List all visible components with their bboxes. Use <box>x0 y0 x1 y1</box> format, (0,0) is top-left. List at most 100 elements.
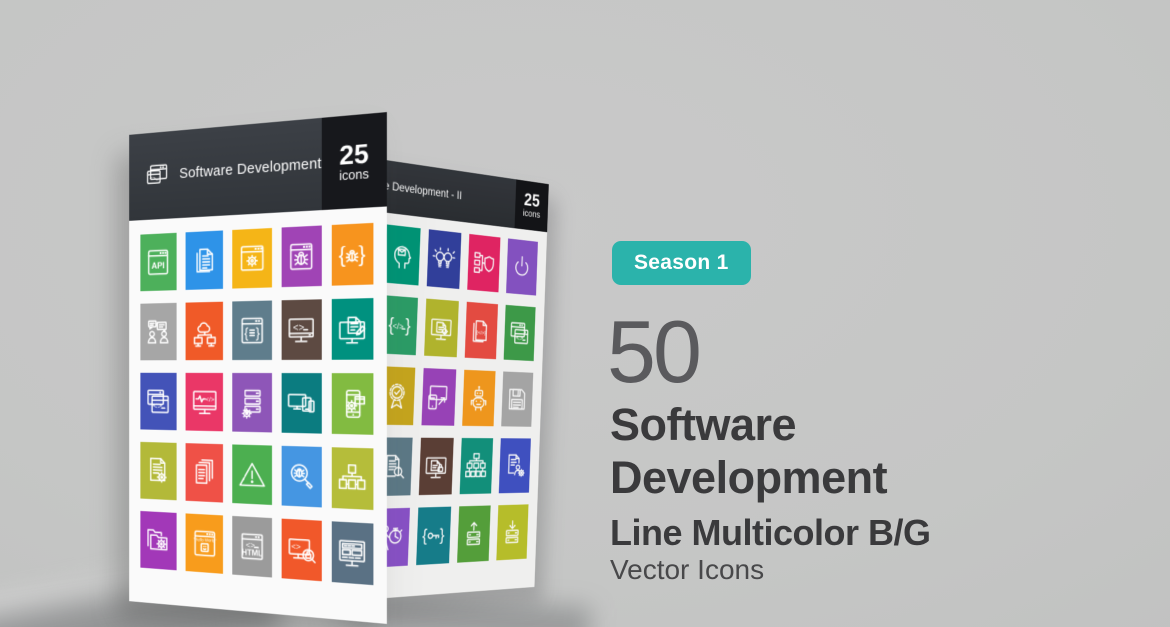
phone-gear-icon <box>334 376 371 431</box>
svg-text:{: { <box>244 325 249 341</box>
server-download-icon <box>498 507 526 557</box>
network-shield-icon <box>469 237 498 290</box>
box1-header: <> Software Development - I 25 icons <box>129 112 387 221</box>
tile-braces-bug: {} <box>331 222 374 286</box>
tile-network-shield <box>467 233 501 293</box>
documents-icon <box>188 233 221 286</box>
svg-text:{: { <box>339 243 346 267</box>
flowchart-icon <box>334 450 371 506</box>
server-upload-icon <box>459 508 489 560</box>
svg-text:}: } <box>440 526 446 545</box>
cloud-network-icon <box>188 305 221 358</box>
svg-text:{: { <box>422 526 428 545</box>
headline-tagline: Vector Icons <box>610 554 765 585</box>
svg-text:<>: <> <box>153 400 162 410</box>
box2-icon-count: 25 <box>523 190 541 212</box>
tile-server-gear <box>232 372 272 433</box>
headline-title-line1: Software <box>610 399 797 450</box>
doc-gear-icon <box>143 445 175 498</box>
tile-docs-code: {</>} <box>464 301 499 360</box>
svg-text:</>: </> <box>205 396 214 403</box>
product-box-1: <> Software Development - I 25 icons API… <box>129 112 387 624</box>
product-box-2: Software Development - II 25 icons {} </>… <box>320 152 549 603</box>
window-code-icon: <> <box>143 376 175 428</box>
html-code-icon: <>HTML <box>242 532 263 561</box>
tile-braces-code: {} </> <box>381 295 418 356</box>
tile-documents <box>185 230 224 290</box>
monitor-secure-code-icon: <> <box>284 522 320 578</box>
tile-monitor-doc-edit <box>331 298 374 360</box>
box2-icon-count-badge: 25 icons <box>514 179 549 233</box>
windows-code-icon: <> <box>506 308 534 359</box>
code-window-icon: <> <box>143 159 171 192</box>
svg-text:{: { <box>388 314 394 336</box>
tile-robot <box>462 369 496 427</box>
tile-power-button <box>506 238 538 296</box>
tile-monitor-code: <> <box>281 299 322 360</box>
svg-text:API: API <box>152 260 165 271</box>
svg-text:HTML: HTML <box>242 548 263 559</box>
tile-monitor-pulse: </> <box>185 372 224 432</box>
monitor-doc-gear-icon <box>426 302 457 355</box>
tile-monitor-layout <box>331 521 374 586</box>
tile-monitor-doc-lock <box>418 437 454 496</box>
tile-phone-gear <box>331 373 374 435</box>
tile-windows-code: <> <box>503 304 536 362</box>
bug-search-icon <box>284 449 320 504</box>
box2-icon-count-label: icons <box>522 208 541 221</box>
tile-cloud-network <box>185 301 224 361</box>
svg-text:}: } <box>359 242 367 266</box>
power-button-icon <box>508 241 536 292</box>
tile-braces-key: {} <box>416 506 452 566</box>
tile-window-code: <> <box>140 372 177 431</box>
tile-docs-stack <box>185 443 224 503</box>
devices-icon <box>284 376 320 430</box>
svg-text:<>: <> <box>291 542 301 552</box>
server-gear-icon <box>235 388 260 430</box>
box1-face: API{}{} <> <> </> "Hello World" <> HTML <> <box>129 206 387 624</box>
season-badge: Season 1 <box>612 241 751 285</box>
box1-icon-count-label: icons <box>339 166 369 184</box>
tile-idea-bulbs <box>426 229 462 290</box>
tile-floppy-save <box>501 371 534 427</box>
headline-count: 50 <box>607 302 702 401</box>
monitor-pulse-icon: </> <box>188 376 221 429</box>
tile-sitemap <box>459 437 494 495</box>
monitor-layout-icon <box>334 524 371 581</box>
box2-floor-shadow <box>354 594 591 627</box>
tile-monitor-secure-code: <> <box>281 518 322 582</box>
svg-text:</>: </> <box>393 321 404 332</box>
tile-folder-gear <box>140 510 177 571</box>
browser-hello-world-icon: "Hello World" <box>193 516 216 570</box>
tile-browser-bug <box>281 225 322 288</box>
sitemap-icon <box>462 441 491 492</box>
box1-title: Software Development - I <box>179 154 340 183</box>
tile-browser-gear <box>232 228 272 289</box>
braces-key-icon: {} <box>422 526 446 546</box>
monitor-doc-lock-icon <box>421 441 452 493</box>
tile-team-chat <box>140 302 177 361</box>
browser-braces-icon: {} <box>235 304 269 358</box>
head-idea-icon <box>387 228 419 283</box>
api-window-icon: API <box>143 236 175 289</box>
tile-responsive-devices <box>421 368 457 426</box>
tile-head-idea <box>384 224 421 286</box>
monitor-doc-edit-icon <box>334 301 371 357</box>
tile-server-upload <box>457 505 491 563</box>
docs-stack-icon <box>188 446 221 499</box>
box2-icon-grid: {} </> {</>} <>{} <box>321 207 547 583</box>
svg-text:"Hello World": "Hello World" <box>193 537 216 544</box>
tile-api-window: API <box>140 232 177 292</box>
svg-text:{</>}: {</>} <box>476 330 486 336</box>
headline-title-line2: Development <box>610 452 888 503</box>
svg-text:<>: <> <box>293 322 304 333</box>
svg-text:}: } <box>256 325 261 341</box>
responsive-devices-icon <box>424 371 455 423</box>
robot-icon <box>464 385 493 424</box>
floppy-save-icon <box>503 374 531 424</box>
tile-devices <box>281 373 322 434</box>
tile-flowchart <box>331 447 374 510</box>
tile-bug-search <box>281 445 322 508</box>
warning-triangle-icon <box>235 447 269 501</box>
